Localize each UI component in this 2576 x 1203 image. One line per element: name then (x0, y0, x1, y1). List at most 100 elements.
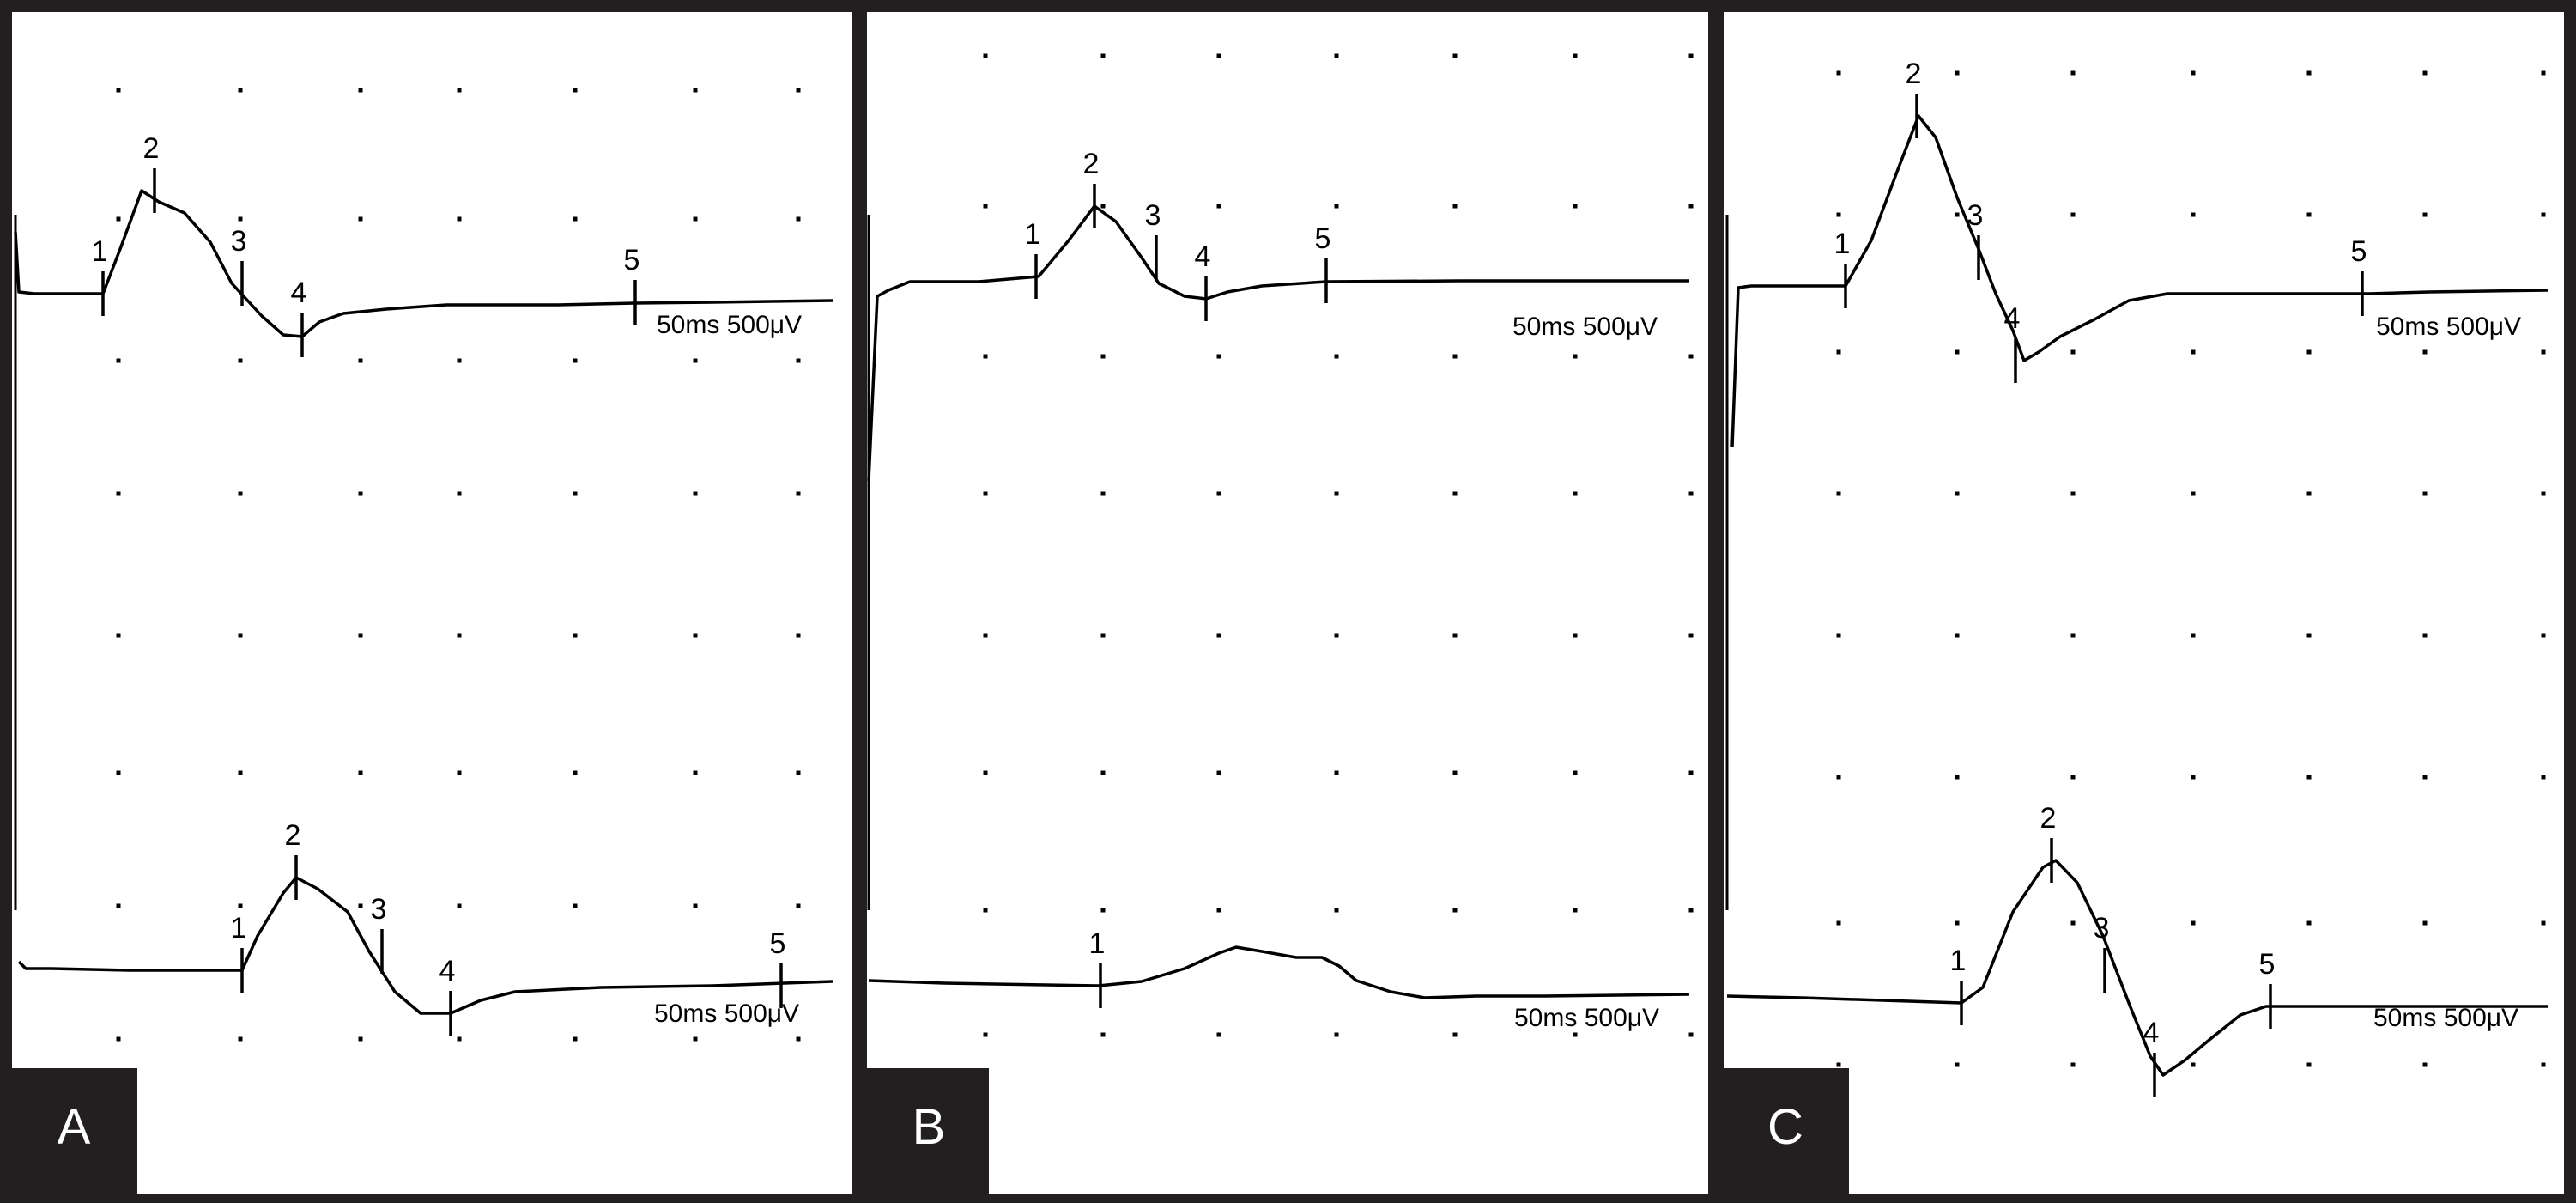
marker-label: 3 (231, 225, 247, 258)
grid-dot (1688, 491, 1694, 496)
scale-label: 50ms 500μV (1512, 313, 1658, 341)
grid-dot (693, 88, 698, 93)
grid-dot (457, 633, 462, 638)
grid-dot (573, 88, 578, 93)
panel-a: 1 2 3 4 5 50ms 500μV 1 2 3 4 5 50ms 500μV A (12, 12, 852, 1194)
grid-dot (1688, 1032, 1694, 1037)
grid-dot (1836, 212, 1841, 217)
grid-dot (457, 216, 462, 222)
marker-label: 1 (1834, 228, 1851, 260)
grid-dot (796, 770, 801, 775)
grid-dot (1955, 349, 1960, 355)
grid-dot (2191, 212, 2196, 217)
grid-dot (1573, 1032, 1578, 1037)
grid-dot (1100, 1032, 1106, 1037)
waveform (1730, 114, 2549, 447)
marker-label: 3 (1145, 199, 1161, 232)
grid-dot (1334, 354, 1339, 359)
grid-dot (1836, 349, 1841, 355)
grid-dot (1100, 354, 1106, 359)
grid-dot (1573, 204, 1578, 209)
grid-dot (1836, 920, 1841, 926)
grid-dot (2191, 633, 2196, 638)
grid-dot (1836, 775, 1841, 780)
marker-label: 4 (1195, 240, 1211, 273)
panel-label-box (12, 1068, 137, 1194)
grid-dot (1955, 1062, 1960, 1067)
grid-dot (2191, 775, 2196, 780)
grid-dot (1100, 491, 1106, 496)
grid-dot (573, 358, 578, 363)
grid-dot (1334, 908, 1339, 913)
grid-dot (2541, 1062, 2546, 1067)
grid-dot (693, 903, 698, 908)
grid-dot (983, 53, 988, 58)
grid-dot (983, 354, 988, 359)
marker-label: 3 (371, 893, 387, 926)
grid-dot (1100, 770, 1106, 775)
grid-dot (358, 88, 363, 93)
grid-dot (2070, 70, 2076, 76)
marker-label: 1 (231, 912, 247, 945)
marker-label: 1 (1950, 945, 1967, 977)
grid-dot (1688, 53, 1694, 58)
grid-dot (796, 491, 801, 496)
grid-dot (238, 633, 243, 638)
marker-label: 4 (2143, 1017, 2160, 1049)
grid-dot (116, 491, 121, 496)
grid-dot (1216, 908, 1221, 913)
grid-dot (358, 1036, 363, 1042)
grid-dot (1452, 53, 1458, 58)
grid-dot (2541, 775, 2546, 780)
grid-dot (1836, 633, 1841, 638)
waveform (867, 204, 1689, 482)
grid-dot (2541, 349, 2546, 355)
grid-dot (2422, 1062, 2428, 1067)
grid-dot (457, 903, 462, 908)
grid-dot (796, 633, 801, 638)
grid-dot (1216, 633, 1221, 638)
grid-dot (358, 633, 363, 638)
grid-dot (693, 358, 698, 363)
grid-dot (983, 908, 988, 913)
panel-background (1724, 12, 2564, 1194)
marker-label: 2 (1083, 148, 1100, 180)
scale-label: 50ms 500μV (2376, 313, 2521, 341)
trace-lower: 1 2 3 4 5 50ms 500μV (1726, 802, 2548, 1097)
grid-dot (1216, 491, 1221, 496)
grid-dot (1688, 770, 1694, 775)
grid-dot (2306, 633, 2312, 638)
grid-dot (1100, 908, 1106, 913)
grid-dot (693, 1036, 698, 1042)
grid-dot (358, 491, 363, 496)
grid-dot (1452, 908, 1458, 913)
grid-dot (116, 88, 121, 93)
marker-label: 4 (439, 955, 456, 987)
trace-lower: 1 50ms 500μV (868, 927, 1690, 1032)
trace-lower: 1 2 3 4 5 50ms 500μV (17, 819, 833, 1036)
grid-dot (1452, 491, 1458, 496)
waveform (14, 189, 833, 338)
marker-label: 5 (2259, 948, 2276, 981)
grid-dot (238, 903, 243, 908)
grid-dot (1452, 354, 1458, 359)
grid-dot (457, 491, 462, 496)
grid-dot (2541, 212, 2546, 217)
scale-label: 50ms 500μV (657, 311, 802, 339)
marker-label: 3 (2094, 912, 2110, 945)
scale-label: 50ms 500μV (2373, 1004, 2518, 1032)
grid-dot (983, 1032, 988, 1037)
grid-dot (1573, 354, 1578, 359)
grid-dot (116, 216, 121, 222)
grid-dot (1100, 204, 1106, 209)
grid-dot (2306, 775, 2312, 780)
grid-dot (2070, 775, 2076, 780)
grid-dot (2191, 1062, 2196, 1067)
grid-dot (457, 88, 462, 93)
grid-dot (1836, 491, 1841, 496)
grid-dot (573, 633, 578, 638)
grid-dot (796, 903, 801, 908)
panel-b: 1 2 3 4 5 50ms 500μV 1 50ms 500μV B (867, 12, 1708, 1194)
panel-background (12, 12, 852, 1194)
grid-dot (1955, 70, 1960, 76)
